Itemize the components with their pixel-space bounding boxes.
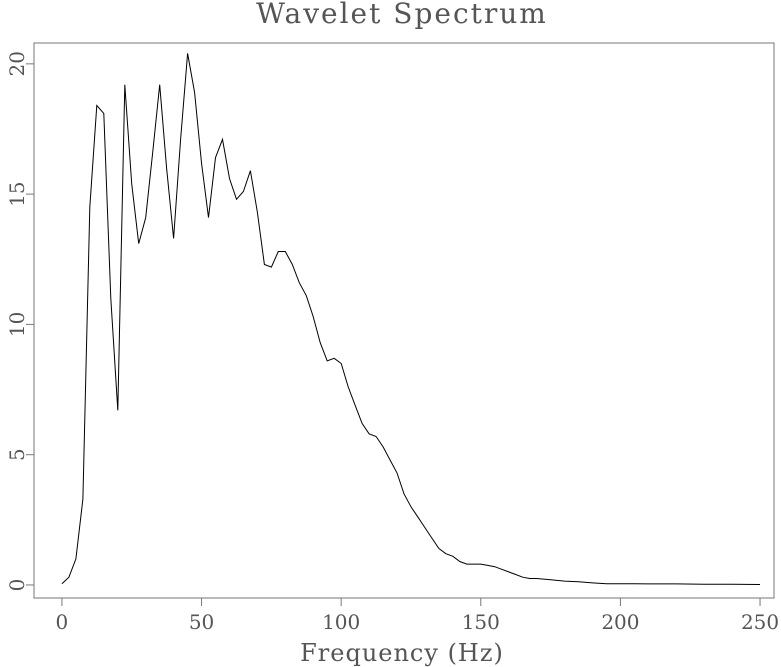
y-tick-label: 0 — [5, 579, 29, 592]
x-tick-label: 0 — [56, 610, 69, 634]
y-tick-label: 5 — [5, 448, 29, 461]
x-tick-label: 50 — [189, 610, 214, 634]
x-axis: 0 50 100 150 200 250 — [56, 598, 779, 634]
x-tick-label: 100 — [322, 610, 360, 634]
x-tick-label: 200 — [601, 610, 639, 634]
x-tick-label: 250 — [741, 610, 779, 634]
y-tick-label: 15 — [5, 181, 29, 206]
y-tick-label: 20 — [5, 51, 29, 76]
spectrum-line — [61, 53, 761, 585]
y-tick-label: 10 — [5, 312, 29, 337]
x-tick-label: 150 — [462, 610, 500, 634]
x-axis-label: Frequency (Hz) — [300, 639, 504, 667]
plot-frame — [33, 42, 775, 599]
chart-title: Wavelet Spectrum — [256, 0, 548, 30]
y-axis: 0 5 10 15 20 — [5, 51, 34, 591]
